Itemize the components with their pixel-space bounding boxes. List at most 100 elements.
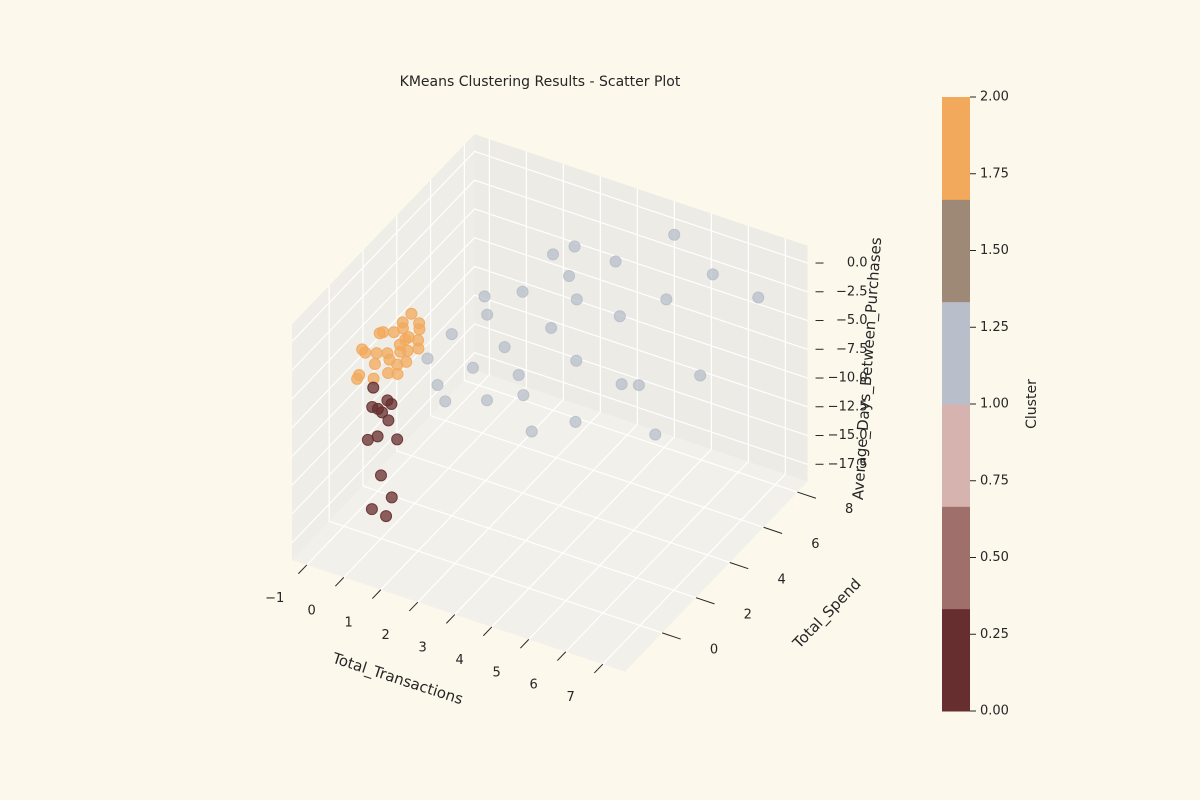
point	[396, 322, 409, 335]
colorbar-tick-label: 0.50	[980, 550, 1009, 565]
tick-mark	[763, 526, 783, 534]
y-tick-label: 6	[811, 537, 819, 552]
y-tick-label: 2	[744, 608, 752, 623]
point	[391, 433, 404, 446]
point	[370, 347, 383, 360]
grid-line	[291, 265, 808, 457]
grid-line	[362, 250, 697, 599]
tick-mark	[445, 614, 456, 624]
grid-line	[417, 176, 601, 603]
point	[413, 317, 426, 330]
y-tick-label: 4	[777, 572, 785, 587]
point	[512, 369, 525, 382]
point	[431, 378, 444, 391]
colorbar-tick-label: 0.75	[980, 473, 1009, 488]
point	[609, 255, 622, 268]
colorbar-tick-label: 1.75	[980, 166, 1009, 181]
grid-line	[291, 236, 808, 429]
z-tick-label: −2.5	[836, 284, 868, 299]
back-pane	[474, 134, 808, 482]
point	[365, 503, 378, 516]
point	[382, 414, 395, 427]
point	[402, 331, 415, 344]
left-pane	[292, 134, 475, 561]
x-tick-label: 5	[493, 665, 501, 680]
colorbar-tick-label: 0.25	[980, 627, 1009, 642]
point	[632, 379, 645, 392]
point	[380, 510, 393, 523]
point	[516, 285, 529, 298]
x-tick-label: 6	[530, 678, 538, 693]
x-tick-label: 4	[456, 653, 464, 668]
x-tick-label: 7	[567, 690, 575, 705]
point	[382, 367, 395, 380]
tick-mark	[729, 562, 749, 570]
tick-mark	[593, 663, 604, 674]
tick-mark	[695, 597, 715, 605]
colorbar-segment	[942, 301, 970, 405]
point	[569, 415, 582, 428]
point	[445, 328, 458, 341]
point	[694, 369, 707, 382]
tick-mark	[662, 632, 681, 640]
colorbar-segment	[942, 506, 970, 610]
y-tick-label: 0	[710, 643, 718, 658]
z-tick-label: −5.0	[836, 313, 868, 328]
point	[466, 361, 479, 374]
x-tick-label: 3	[419, 641, 427, 656]
point	[481, 308, 494, 321]
tick-mark	[797, 491, 817, 499]
point	[752, 291, 765, 304]
point	[385, 491, 398, 504]
tick-mark	[519, 639, 530, 649]
colorbar-tick-label: 1.00	[980, 397, 1009, 412]
point	[706, 268, 719, 281]
x-tick-label: 1	[345, 616, 353, 631]
z-tick-label: −15.0	[828, 428, 868, 443]
point	[367, 381, 380, 394]
grid-line	[291, 208, 808, 400]
grid-line	[429, 179, 764, 528]
grid-line	[291, 179, 808, 371]
colorbar-tick-label: 1.25	[980, 320, 1009, 335]
grid-line	[328, 285, 663, 634]
tick-mark	[408, 601, 419, 612]
z-tick-label: −7.5	[836, 342, 868, 357]
point	[351, 372, 364, 385]
grid-line	[602, 238, 786, 665]
grid-line	[291, 150, 808, 342]
point	[570, 293, 583, 306]
x-tick-label: −1	[265, 591, 284, 606]
grid-line	[454, 188, 638, 615]
grid-line	[291, 294, 808, 486]
grid-line	[396, 215, 730, 564]
point	[374, 469, 387, 482]
grid-line	[343, 151, 527, 578]
point	[660, 293, 673, 306]
point	[361, 433, 374, 446]
point	[400, 355, 413, 368]
colorbar-segment	[942, 97, 970, 200]
point	[615, 378, 628, 391]
point	[381, 347, 394, 360]
point	[517, 389, 530, 402]
z-tick-label: 0.0	[847, 256, 868, 271]
point	[478, 290, 491, 303]
grid-line	[491, 201, 675, 628]
point	[381, 394, 394, 407]
point	[377, 326, 390, 339]
tick-mark	[334, 577, 345, 587]
point	[439, 395, 452, 408]
tick-mark	[297, 564, 308, 575]
x-tick-label: 2	[382, 628, 390, 643]
z-tick-label: −12.5	[828, 399, 868, 414]
point	[401, 344, 414, 357]
grid-line	[463, 144, 798, 493]
point	[405, 307, 418, 320]
grid-line	[528, 213, 712, 640]
point	[421, 352, 434, 365]
point	[545, 321, 558, 334]
colorbar-tick-label: 1.50	[980, 243, 1009, 258]
colorbar-segment	[942, 608, 970, 712]
